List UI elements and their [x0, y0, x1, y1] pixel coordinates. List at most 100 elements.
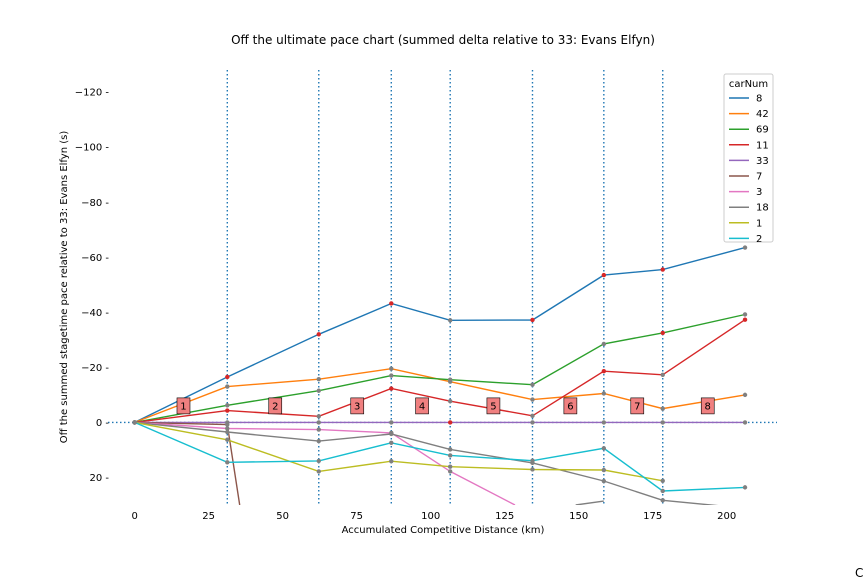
data-point-3-2	[316, 427, 321, 432]
series-line-7	[134, 421, 241, 505]
data-point-69-6	[601, 341, 607, 347]
stage-label-3: 3	[354, 401, 360, 412]
y-axis-ticks: −120 - −100 - −80 - −60 - −40 - −20 - 0 - 20 -	[75, 88, 110, 484]
data-point-33-2	[316, 420, 321, 425]
legend-entry-33: 33	[756, 156, 769, 167]
data-point-2-3	[389, 440, 394, 445]
y-tick-label: −100 -	[75, 143, 110, 154]
stage-label-box-6	[563, 397, 578, 415]
stage-label-box-7	[630, 397, 645, 415]
data-point-18-3	[389, 431, 394, 437]
data-point-69-1	[225, 403, 230, 408]
data-point-33-4	[447, 420, 453, 425]
x-tick-label: 100	[421, 511, 440, 522]
series-line-3	[134, 421, 516, 505]
stage-label-1: 1	[180, 401, 186, 412]
legend-title: carNum	[729, 79, 768, 90]
x-axis-ticks: 0 25 50 75 100 125 150 175 200	[131, 511, 736, 522]
legend-box	[723, 73, 774, 243]
data-point-8-8	[742, 245, 748, 250]
data-point-11-2	[316, 414, 321, 419]
y-tick-label: 20 -	[89, 473, 109, 484]
stage-label-7: 7	[634, 401, 640, 412]
data-point-8-1	[225, 374, 230, 380]
y-tick-label: 0 -	[96, 418, 110, 429]
legend-entry-3: 3	[756, 187, 762, 198]
data-point-18-6	[601, 478, 607, 484]
legend-entry-2: 2	[756, 234, 762, 245]
stage-boundaries	[226, 70, 664, 505]
data-point-69-8	[742, 312, 748, 317]
stage-labels: 1 2 3 4 5 6 7 8	[176, 397, 715, 415]
chart-title: Off the ultimate pace chart (summed delt…	[231, 33, 655, 47]
stage-label-box-8	[700, 397, 715, 415]
legend-entry-11: 11	[756, 140, 769, 151]
x-tick-label: 150	[569, 511, 588, 522]
data-point-8-3	[389, 301, 394, 306]
legend-entry-8: 8	[756, 94, 762, 105]
data-point-1-3	[389, 459, 394, 464]
x-tick-label: 75	[350, 511, 363, 522]
stage-label-box-3	[350, 397, 365, 415]
data-point-8-6	[601, 272, 607, 278]
x-tick-label: 0	[131, 511, 137, 522]
data-point-2-4	[447, 453, 453, 458]
legend-entry-69: 69	[756, 125, 769, 136]
stage-label-box-2	[268, 397, 283, 415]
data-point-33-8	[742, 420, 748, 425]
data-point-8-2	[316, 332, 321, 337]
stage-label-6: 6	[567, 401, 573, 412]
data-point-11-7	[660, 372, 665, 377]
stage-label-2: 2	[272, 401, 278, 412]
data-point-18-7	[660, 498, 665, 503]
data-point-33-5	[530, 420, 535, 425]
data-point-69-3	[389, 373, 394, 378]
data-point-69-5	[530, 382, 535, 387]
data-point-1-5	[530, 467, 535, 472]
stage-label-box-1	[176, 397, 191, 415]
x-axis-label: Accumulated Competitive Distance (km)	[342, 525, 545, 536]
y-tick-label: −20 -	[81, 363, 109, 374]
y-tick-label: −40 -	[81, 308, 109, 319]
data-point-42-5	[530, 397, 535, 402]
data-point-33-6	[601, 420, 607, 425]
data-point-7-1	[225, 422, 230, 427]
data-point-2-0	[132, 420, 137, 425]
x-tick-label: 175	[643, 511, 662, 522]
stage-label-5: 5	[490, 401, 496, 412]
data-point-42-2	[316, 376, 321, 382]
data-point-11-4	[447, 399, 453, 404]
data-point-11-6	[601, 368, 607, 374]
data-point-33-3	[389, 420, 394, 425]
data-point-11-5	[530, 413, 535, 418]
stage-label-4: 4	[419, 401, 425, 412]
data-point-2-7	[660, 488, 665, 494]
data-point-42-7	[660, 406, 665, 411]
data-point-42-3	[389, 366, 394, 371]
y-tick-label: −80 -	[81, 198, 109, 209]
data-point-11-8	[742, 317, 748, 322]
legend-entry-1: 1	[756, 218, 762, 229]
series-fragment-1	[575, 500, 604, 505]
data-point-3-1	[225, 426, 230, 431]
x-tick-label: 25	[202, 511, 215, 522]
legend-entry-42: 42	[756, 109, 769, 120]
x-tick-label: 200	[717, 511, 736, 522]
data-point-1-2	[316, 469, 321, 474]
data-point-18-4	[447, 447, 453, 452]
data-point-11-1	[225, 408, 230, 413]
data-point-42-6	[601, 391, 607, 396]
legend-entry-7: 7	[756, 172, 762, 183]
legend-entry-18: 18	[756, 203, 769, 214]
data-point-11-3	[389, 386, 394, 391]
data-point-1-6	[601, 467, 607, 473]
data-point-1-1	[225, 437, 230, 442]
data-point-1-4	[447, 464, 453, 469]
series-markers	[132, 245, 748, 503]
data-point-2-8	[742, 485, 748, 490]
data-point-42-8	[742, 392, 748, 398]
data-point-8-5	[530, 317, 535, 323]
legend: carNum 8 42 69 11 33 7 3 18 1 2	[723, 73, 774, 245]
data-point-3-4	[447, 469, 453, 474]
